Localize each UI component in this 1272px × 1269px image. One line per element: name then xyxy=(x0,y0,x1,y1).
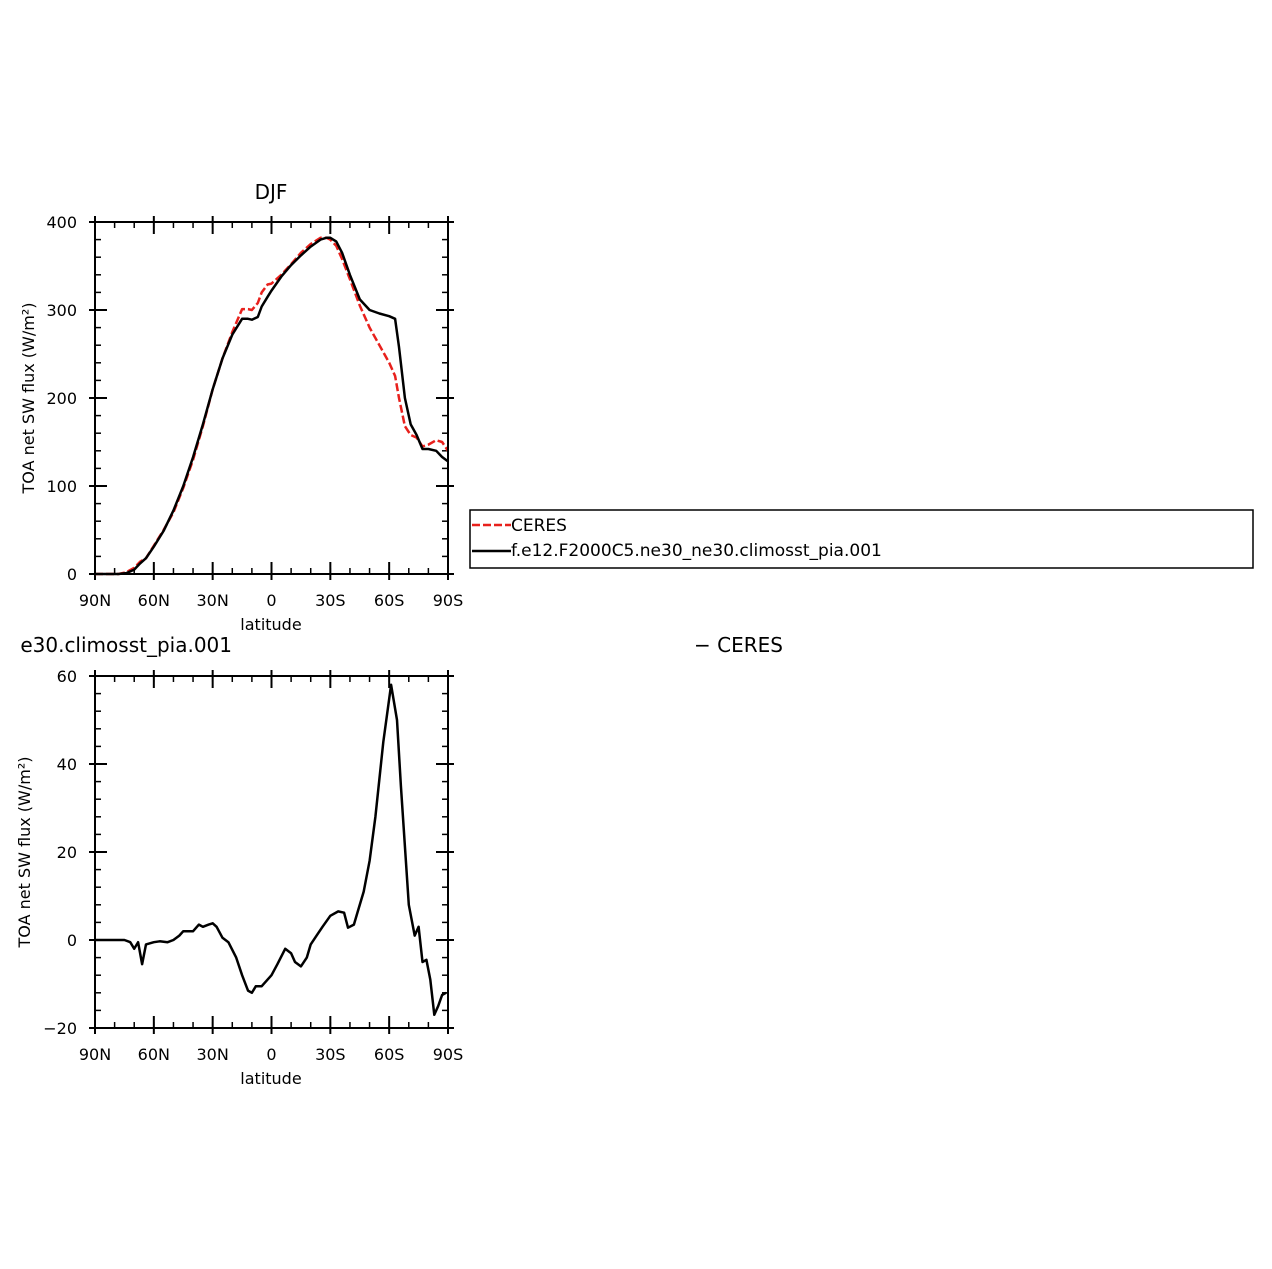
p1-xtick-label: 30S xyxy=(315,1045,346,1064)
p1-xtick-label: 0 xyxy=(266,1045,276,1064)
p1-ytick-label: 60 xyxy=(57,667,77,686)
p0-xtick-label: 60N xyxy=(138,591,170,610)
p0-xtick-label: 90S xyxy=(433,591,464,610)
top-chart-title: DJF xyxy=(255,180,288,204)
p1-plot-frame xyxy=(94,675,449,1029)
p0-ytick-label: 300 xyxy=(46,301,77,320)
bottom-chart-title-right: − CERES xyxy=(694,633,783,657)
p1-xtick-label: 90N xyxy=(79,1045,111,1064)
top-xlabel: latitude xyxy=(240,615,301,634)
legend-box xyxy=(469,509,1254,569)
legend-label-ceres: CERES xyxy=(511,516,567,536)
p0-xtick-label: 30S xyxy=(315,591,346,610)
bottom-panel: e30.climosst_pia.001 − CERES TOA net SW … xyxy=(15,633,783,1088)
p0-ytick-label: 400 xyxy=(46,213,77,232)
legend: CERES f.e12.F2000C5.ne30_ne30.climosst_p… xyxy=(469,509,1254,569)
p1-xtick-label: 60N xyxy=(138,1045,170,1064)
p1-ytick-label: −20 xyxy=(43,1019,77,1038)
p1-xtick-label: 30N xyxy=(197,1045,229,1064)
p0-xtick-label: 90N xyxy=(79,591,111,610)
p0-plot-frame xyxy=(94,221,449,575)
bottom-chart-title: e30.climosst_pia.001 xyxy=(20,633,232,657)
p0-ytick-label: 200 xyxy=(46,389,77,408)
p0-ytick-label: 100 xyxy=(46,477,77,496)
bottom-xlabel: latitude xyxy=(240,1069,301,1088)
p1-ytick-label: 40 xyxy=(57,755,77,774)
p0-series-line-1 xyxy=(95,236,449,576)
p0-series-line-0 xyxy=(95,236,450,576)
p0-xtick-label: 60S xyxy=(374,591,405,610)
p0-ytick-label: 0 xyxy=(67,565,77,584)
p0-xtick-label: 30N xyxy=(197,591,229,610)
legend-label-model: f.e12.F2000C5.ne30_ne30.climosst_pia.001 xyxy=(511,541,882,561)
p1-ytick-label: 0 xyxy=(67,931,77,950)
bottom-ylabel: TOA net SW flux (W/m²) xyxy=(15,757,34,949)
p1-series-line-0 xyxy=(95,683,447,1017)
p1-xtick-label: 60S xyxy=(374,1045,405,1064)
p1-xtick-label: 90S xyxy=(433,1045,464,1064)
top-panel: DJF TOA net SW flux (W/m²) latitude 90N 6… xyxy=(19,180,463,634)
p1-ytick-label: 20 xyxy=(57,843,77,862)
top-ylabel: TOA net SW flux (W/m²) xyxy=(19,303,38,495)
p0-xtick-label: 0 xyxy=(266,591,276,610)
